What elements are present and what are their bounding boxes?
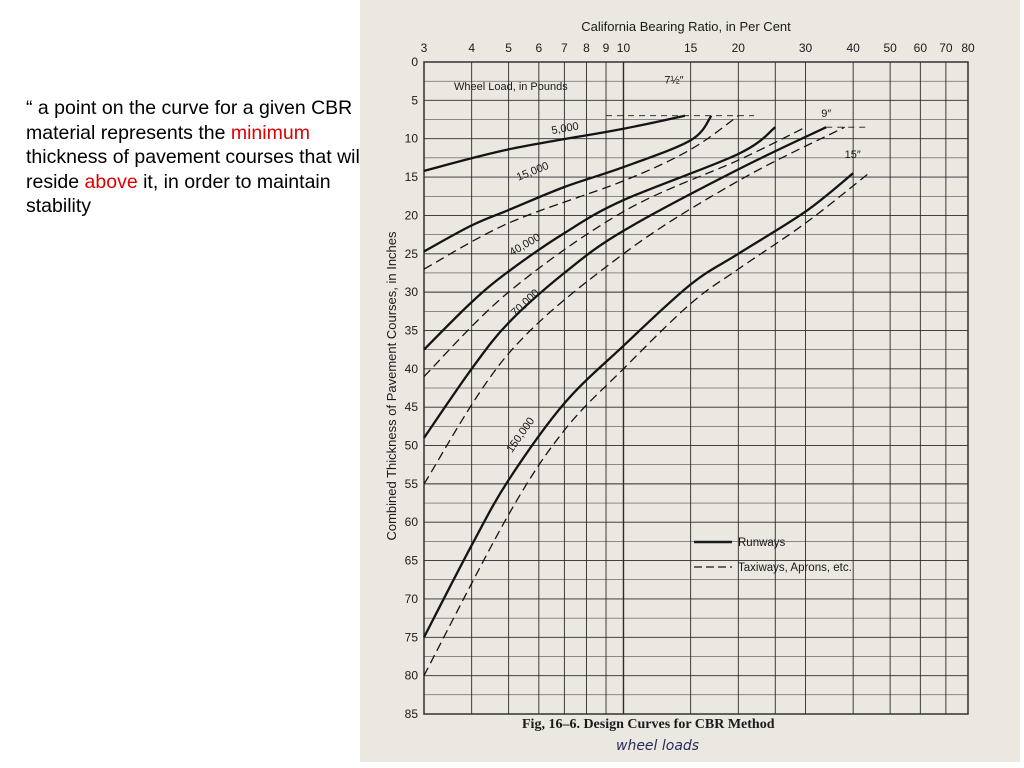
tire-size-label: 9″ bbox=[821, 108, 831, 120]
slide-text-highlight-minimum: minimum bbox=[230, 121, 310, 144]
grid bbox=[423, 61, 969, 715]
curve-70000-solid bbox=[423, 126, 827, 439]
y-tick-label: 35 bbox=[405, 323, 419, 337]
wheel-load-label: 15,000 bbox=[515, 160, 551, 184]
slide-text: “ a point on the curve for a given CBR m… bbox=[26, 96, 378, 219]
curve-15000-solid bbox=[423, 114, 713, 253]
figure-caption: Fig, 16–6. Design Curves for CBR Method bbox=[522, 717, 775, 732]
wheel-load-label: 5,000 bbox=[551, 120, 580, 137]
y-tick-label: 55 bbox=[405, 477, 419, 491]
y-tick-label: 65 bbox=[405, 554, 419, 568]
curve-40000-solid bbox=[423, 126, 777, 351]
legend-solid-label: Runways bbox=[738, 537, 786, 549]
y-tick-label: 5 bbox=[411, 93, 418, 107]
chart-title: California Bearing Ratio, in Per Cent bbox=[581, 19, 791, 34]
group-label: Wheel Load, in Pounds bbox=[454, 81, 568, 93]
y-axis-label: Combined Thickness of Pavement Courses, … bbox=[384, 231, 399, 541]
y-tick-label: 10 bbox=[405, 132, 419, 146]
curve-15000-dashed bbox=[423, 115, 739, 270]
y-tick-label: 60 bbox=[405, 515, 419, 529]
slide-text-highlight-above: above bbox=[84, 170, 138, 193]
x-tick-label: 40 bbox=[846, 41, 860, 55]
y-tick-label: 80 bbox=[405, 669, 419, 683]
x-tick-label: 60 bbox=[914, 41, 928, 55]
y-tick-label: 40 bbox=[405, 362, 419, 376]
slide-text-part: “ a point on the curve for a given CBR m… bbox=[26, 97, 353, 144]
y-tick-label: 30 bbox=[405, 285, 419, 299]
slide-text-part: it, in order to maintain stability bbox=[26, 170, 331, 218]
legend: Runways Taxiways, Aprons, etc. bbox=[694, 537, 852, 574]
x-tick-label: 8 bbox=[583, 41, 590, 55]
y-tick-label: 50 bbox=[405, 439, 419, 453]
curve-70000-dashed bbox=[423, 126, 845, 485]
y-tick-label: 15 bbox=[405, 170, 419, 184]
y-tick-label: 85 bbox=[405, 707, 419, 721]
curves bbox=[422, 114, 870, 676]
y-tick-label: 70 bbox=[405, 592, 419, 606]
curve-5000-solid bbox=[423, 114, 686, 173]
x-tick-label: 80 bbox=[961, 41, 975, 55]
x-tick-label: 70 bbox=[939, 41, 953, 55]
y-tick-label: 0 bbox=[411, 55, 418, 69]
x-tick-label: 4 bbox=[468, 41, 475, 55]
labels: 3 4 5 6 7 8 9 10 15 20 30 40 50 60 70 80051015202530354… bbox=[405, 41, 975, 721]
handwritten-note: wheel loads bbox=[616, 738, 699, 754]
curve-150000-solid bbox=[422, 172, 854, 638]
y-tick-label: 45 bbox=[405, 400, 419, 414]
tire-size-label: 15″ bbox=[845, 149, 861, 161]
x-tick-label: 50 bbox=[883, 41, 897, 55]
legend-dashed-label: Taxiways, Aprons, etc. bbox=[738, 562, 852, 574]
y-tick-label: 20 bbox=[405, 208, 419, 222]
x-tick-label: 5 bbox=[505, 41, 512, 55]
wheel-load-label: 150,000 bbox=[505, 415, 538, 454]
figure-panel: 3 4 5 6 7 8 9 10 15 20 30 40 50 60 70 80 0 5 10 15 20 25 30 35 4… bbox=[360, 0, 1020, 762]
wheel-load-label: 40,000 bbox=[507, 231, 542, 258]
x-tick-label: 10 bbox=[617, 41, 631, 55]
x-tick-label: 30 bbox=[799, 41, 813, 55]
cbr-design-chart: 3 4 5 6 7 8 9 10 15 20 30 40 50 60 70 80051015202530354… bbox=[384, 19, 975, 754]
y-tick-label: 25 bbox=[405, 247, 419, 261]
x-tick-label: 3 bbox=[421, 41, 428, 55]
slide-text-part: thickness of pavement courses that will … bbox=[26, 146, 365, 193]
x-tick-label: 6 bbox=[535, 41, 542, 55]
x-tick-label: 7 bbox=[561, 41, 568, 55]
x-tick-label: 9 bbox=[603, 41, 610, 55]
tire-size-label: 7½″ bbox=[664, 74, 683, 86]
y-tick-label: 75 bbox=[405, 630, 419, 644]
x-tick-label: 15 bbox=[684, 41, 698, 55]
curve-150000-dashed bbox=[423, 172, 870, 676]
curve-40000-dashed bbox=[423, 126, 806, 377]
x-tick-label: 20 bbox=[732, 41, 746, 55]
